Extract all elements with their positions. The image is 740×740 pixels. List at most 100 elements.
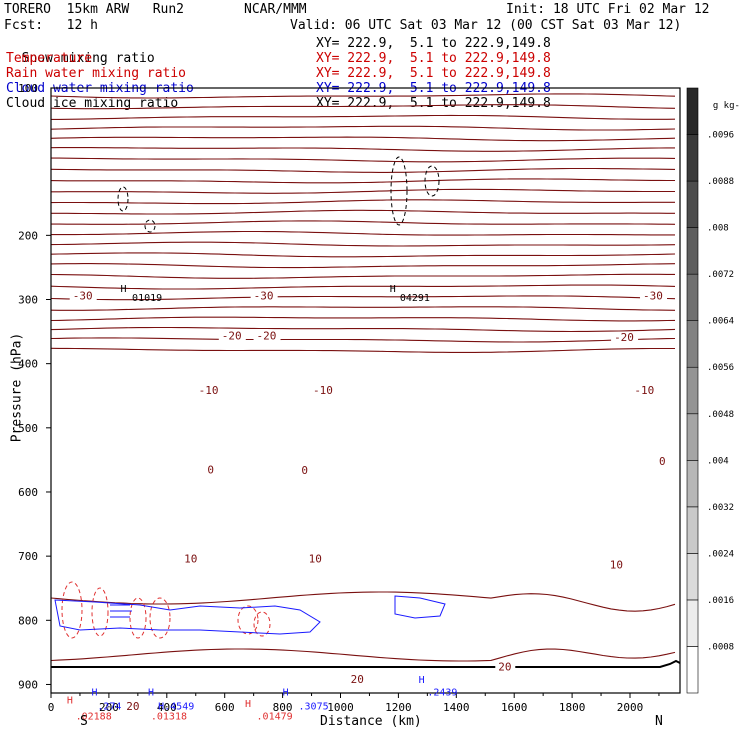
isotherm <box>50 347 675 353</box>
y-tick-label: 100 <box>18 82 38 95</box>
rain-contours <box>61 581 271 639</box>
snow-contour <box>424 165 440 197</box>
label-bg <box>347 674 368 687</box>
isotherm <box>51 209 675 215</box>
x-tick-label: 400 <box>157 701 177 714</box>
model-title: TORERO 15km ARW Run2 <box>4 2 185 17</box>
colorbar-segment <box>686 227 699 275</box>
colorbar-segment <box>686 366 699 415</box>
isotherm <box>50 263 676 269</box>
legend-temperature-xy: XY= 222.9, 5.1 to 222.9,149.8 <box>316 51 551 66</box>
colorbar-segment <box>686 273 699 321</box>
isotherm <box>51 230 675 236</box>
y-tick-label: 500 <box>18 422 38 435</box>
x-tick-label: 1200 <box>385 701 412 714</box>
south-end-label: S <box>80 714 88 729</box>
label-bg <box>631 384 659 397</box>
label-bg <box>305 553 326 566</box>
isotherm <box>50 147 675 152</box>
x-tick-label: 0 <box>48 701 55 714</box>
isotherm <box>50 93 676 99</box>
y-tick-label: 200 <box>18 229 38 242</box>
legend-temperature: Temperature <box>6 51 93 66</box>
colorbar-level-label: .0072 <box>707 270 734 280</box>
isotherm-label: 0 <box>301 464 308 477</box>
x-tick-label: 200 <box>99 701 119 714</box>
isotherm-label: 0 <box>659 455 666 468</box>
isotherm-label: 10 <box>309 553 322 566</box>
snow-contour <box>117 186 129 212</box>
cloud-water-extremum-label: .2439 <box>427 687 457 698</box>
isotherm <box>50 125 676 131</box>
isotherm-label: -10 <box>313 384 333 397</box>
isotherm <box>50 136 676 142</box>
colorbar-segment <box>686 134 699 182</box>
legend-snow-xy: XY= 222.9, 5.1 to 222.9,149.8 <box>316 36 551 51</box>
y-tick-label: 600 <box>18 486 38 499</box>
rain-extremum-label: H <box>67 696 73 707</box>
label-bg <box>606 559 627 572</box>
isotherm <box>50 199 675 205</box>
cloud-water-contour <box>394 595 446 619</box>
legend-cloud-ice: Cloud ice mixing ratio <box>6 96 179 111</box>
colorbar-segment <box>686 460 699 508</box>
label-bg <box>253 330 281 343</box>
surface-line <box>51 659 681 668</box>
label-bg <box>69 290 97 303</box>
colorbar-level-label: .0024 <box>707 549 734 559</box>
isotherm-label: -30 <box>643 290 663 303</box>
y-tick-label: 800 <box>18 614 38 627</box>
north-end-label: N <box>655 714 663 729</box>
label-bg <box>218 330 246 343</box>
colorbar-level-label: .0016 <box>707 596 734 606</box>
isotherm <box>50 273 675 279</box>
isotherm <box>50 648 676 662</box>
isotherm <box>50 316 676 322</box>
rain-extremum-label: .01318 <box>151 712 187 723</box>
isotherm-label: -30 <box>73 290 93 303</box>
colorbar-level-label: .0056 <box>707 363 734 373</box>
isotherm <box>50 178 675 184</box>
cloud-water-contour <box>54 599 321 635</box>
isotherm <box>50 241 676 247</box>
legend-cloud-ice-xy: XY= 222.9, 5.1 to 222.9,149.8 <box>316 96 551 111</box>
cloud-water-contour <box>110 604 132 618</box>
rain-contour <box>91 587 109 637</box>
label-bg <box>655 456 669 469</box>
legend-rain-xy: XY= 222.9, 5.1 to 222.9,149.8 <box>316 66 551 81</box>
isotherm-label: -10 <box>634 384 654 397</box>
isotherm-label: 20 <box>498 660 511 673</box>
label-bg <box>640 290 668 303</box>
colorbar-segment <box>686 87 699 135</box>
cloud-water-extremum-label: .274 <box>97 701 121 712</box>
isotherm-label: -10 <box>199 384 219 397</box>
y-tick-label: 300 <box>18 294 38 307</box>
init-time: Init: 18 UTC Fri 02 Mar 12 <box>506 2 710 17</box>
label-bg <box>298 465 312 478</box>
cloud-water-extremum-label: H <box>92 687 98 698</box>
colorbar-segment <box>686 646 699 694</box>
isotherm-label: -20 <box>222 329 242 342</box>
cloud-water-contours <box>54 595 446 635</box>
rain-contour <box>129 597 147 639</box>
colorbar-segment <box>686 553 699 601</box>
label-bg <box>181 553 202 566</box>
colorbar-level-label: .0032 <box>707 503 734 513</box>
isotherm <box>50 104 676 110</box>
cloud-water-extremum-label: H <box>419 675 425 686</box>
isotherm <box>50 252 676 258</box>
isotherm-label: 0 <box>207 463 214 476</box>
snow-contour <box>144 219 156 233</box>
isotherm <box>50 306 676 311</box>
colorbar-unit: g kg-1 <box>702 84 740 114</box>
isotherm <box>50 295 676 301</box>
x-tick-label: 1800 <box>559 701 586 714</box>
colorbar-level-label: .008 <box>707 224 729 234</box>
isotherm <box>51 188 675 194</box>
colorbar-unit-text: g kg-1 <box>712 101 740 111</box>
isotherm <box>50 284 676 290</box>
isotherm <box>50 167 676 173</box>
snow-contour <box>390 156 408 226</box>
label-bg <box>204 464 218 477</box>
colorbar-segment <box>686 180 699 228</box>
